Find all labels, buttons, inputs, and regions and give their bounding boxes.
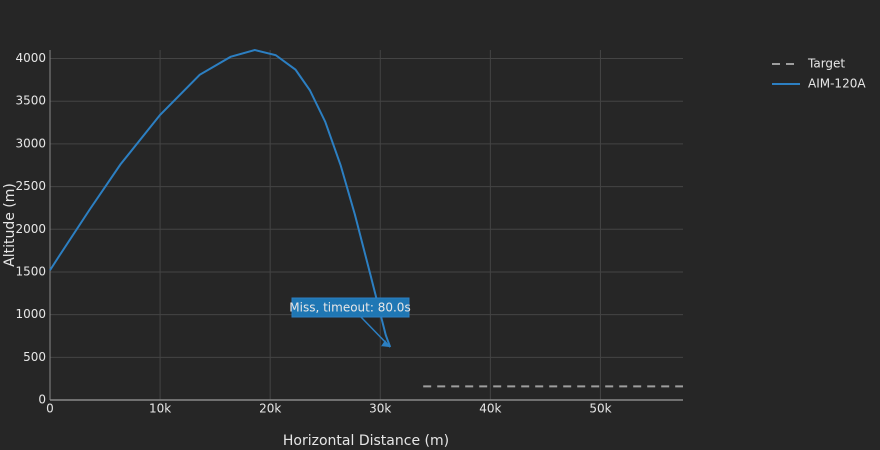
y-tick-label: 3000 [15,136,46,150]
annotation-arrowhead [381,340,391,348]
y-tick-label: 4000 [15,51,46,65]
y-tick-label: 3500 [15,94,46,108]
y-tick-label: 1000 [15,307,46,321]
y-tick-label: 500 [23,350,46,364]
y-tick-label: 0 [38,393,46,407]
annotation-box [291,297,410,318]
x-tick-label: 50k [589,402,611,416]
y-tick-label: 1500 [15,264,46,278]
x-tick-label: 10k [149,402,171,416]
y-tick-label: 2000 [15,222,46,236]
x-tick-label: 20k [259,402,281,416]
y-axis-title: Altitude (m) [2,183,18,267]
annotation-text: Miss, timeout: 80.0s [289,301,410,315]
legend-label: AIM-120A [808,77,866,91]
legend-label: Target [807,57,845,71]
series-line [49,48,392,348]
y-tick-label: 2500 [15,179,46,193]
x-tick-label: 40k [479,402,501,416]
x-tick-label: 30k [369,402,391,416]
x-tick-label: 0 [46,402,54,416]
x-axis-title: Horizontal Distance (m) [283,433,449,449]
